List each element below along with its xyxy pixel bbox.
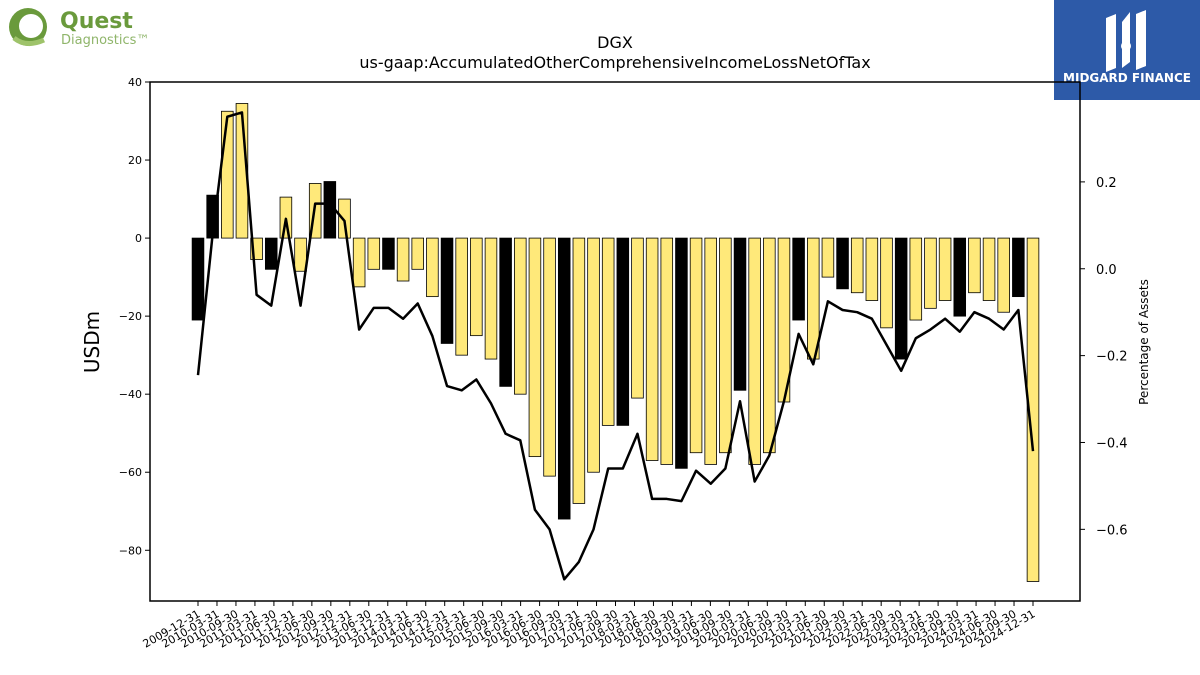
chart-title: DGX bbox=[597, 33, 633, 52]
bar bbox=[1026, 237, 1040, 582]
bar bbox=[689, 237, 703, 454]
bar bbox=[924, 237, 937, 309]
bar bbox=[909, 237, 923, 321]
bar bbox=[953, 237, 967, 317]
bar bbox=[894, 237, 908, 360]
bar bbox=[982, 237, 996, 301]
midgard-finance-logo: MIDGARD FINANCE bbox=[1054, 0, 1200, 100]
assets-percentage-line bbox=[196, 111, 1035, 581]
y-tick-label: −40 bbox=[119, 388, 142, 401]
bar bbox=[557, 237, 571, 520]
quest-logo-name: Quest bbox=[60, 9, 133, 34]
y-tick-label: −60 bbox=[119, 466, 142, 479]
plot-frame bbox=[149, 81, 1081, 602]
bar bbox=[352, 237, 366, 288]
bar bbox=[675, 237, 688, 469]
bar bbox=[836, 237, 849, 290]
bar bbox=[968, 237, 981, 294]
midgard-logo-mark-icon bbox=[1106, 10, 1146, 72]
bar bbox=[411, 237, 424, 270]
y-axis-label: USDm bbox=[80, 311, 104, 373]
bar bbox=[938, 237, 952, 301]
bar bbox=[338, 198, 351, 239]
bar bbox=[792, 237, 805, 321]
bar bbox=[997, 237, 1010, 313]
bar bbox=[572, 237, 586, 504]
bar bbox=[455, 237, 468, 356]
bar bbox=[807, 237, 820, 360]
bar bbox=[250, 237, 263, 260]
bar bbox=[880, 237, 893, 329]
y-tick-label: 40 bbox=[128, 76, 142, 89]
bar bbox=[660, 237, 674, 465]
x-axis: 2009-12-312010-03-312010-09-302011-03-31… bbox=[141, 601, 1038, 651]
bar bbox=[543, 237, 556, 477]
bar bbox=[719, 237, 732, 454]
y-tick-label: 0 bbox=[135, 232, 142, 245]
bar bbox=[440, 237, 454, 344]
bar bbox=[221, 110, 234, 239]
bar-series bbox=[191, 103, 1040, 582]
bar bbox=[748, 237, 761, 465]
bar bbox=[514, 237, 527, 395]
bar bbox=[645, 237, 659, 461]
bar bbox=[601, 237, 615, 426]
bar bbox=[733, 237, 747, 391]
right-axis: 0.2 0.0 −0.2 −0.4 −0.6 bbox=[1080, 176, 1128, 538]
bar bbox=[396, 237, 410, 282]
bar bbox=[850, 237, 864, 294]
quest-logo-sub: Diagnostics™ bbox=[61, 33, 149, 48]
chart-subtitle: us-gaap:AccumulatedOtherComprehensiveInc… bbox=[359, 53, 870, 72]
bar bbox=[484, 237, 498, 360]
y2-axis-label: Percentage of Assets bbox=[1137, 279, 1151, 405]
bar bbox=[382, 237, 395, 270]
bar bbox=[704, 237, 717, 465]
bar bbox=[865, 237, 879, 301]
y2-tick-label: −0.4 bbox=[1096, 436, 1128, 451]
y-tick-label: 20 bbox=[128, 154, 142, 167]
quest-diagnostics-logo: Quest Diagnostics™ bbox=[4, 4, 174, 52]
bar bbox=[294, 237, 307, 272]
bar bbox=[616, 237, 630, 426]
bar bbox=[631, 237, 644, 399]
y2-tick-label: −0.2 bbox=[1096, 350, 1128, 365]
midgard-logo-name: MIDGARD FINANCE bbox=[1063, 71, 1191, 85]
y2-tick-label: 0.0 bbox=[1096, 263, 1117, 278]
bar bbox=[763, 237, 776, 454]
bar bbox=[528, 237, 542, 458]
y2-tick-label: 0.2 bbox=[1096, 176, 1117, 191]
bar bbox=[499, 237, 512, 387]
y-tick-label: −80 bbox=[119, 544, 142, 557]
bar bbox=[587, 237, 600, 473]
quest-logo-mark-icon bbox=[9, 8, 47, 46]
bar bbox=[821, 237, 835, 278]
bar bbox=[264, 237, 278, 270]
bar bbox=[1012, 237, 1025, 298]
y-tick-label: −20 bbox=[119, 310, 142, 323]
line-series bbox=[196, 111, 1035, 581]
bar bbox=[367, 237, 381, 270]
y2-tick-label: −0.6 bbox=[1096, 523, 1128, 538]
bar bbox=[426, 237, 439, 298]
bar bbox=[191, 237, 205, 321]
left-axis: 40 20 0 −20 −40 −60 −80 bbox=[119, 76, 150, 557]
bar bbox=[470, 237, 483, 337]
